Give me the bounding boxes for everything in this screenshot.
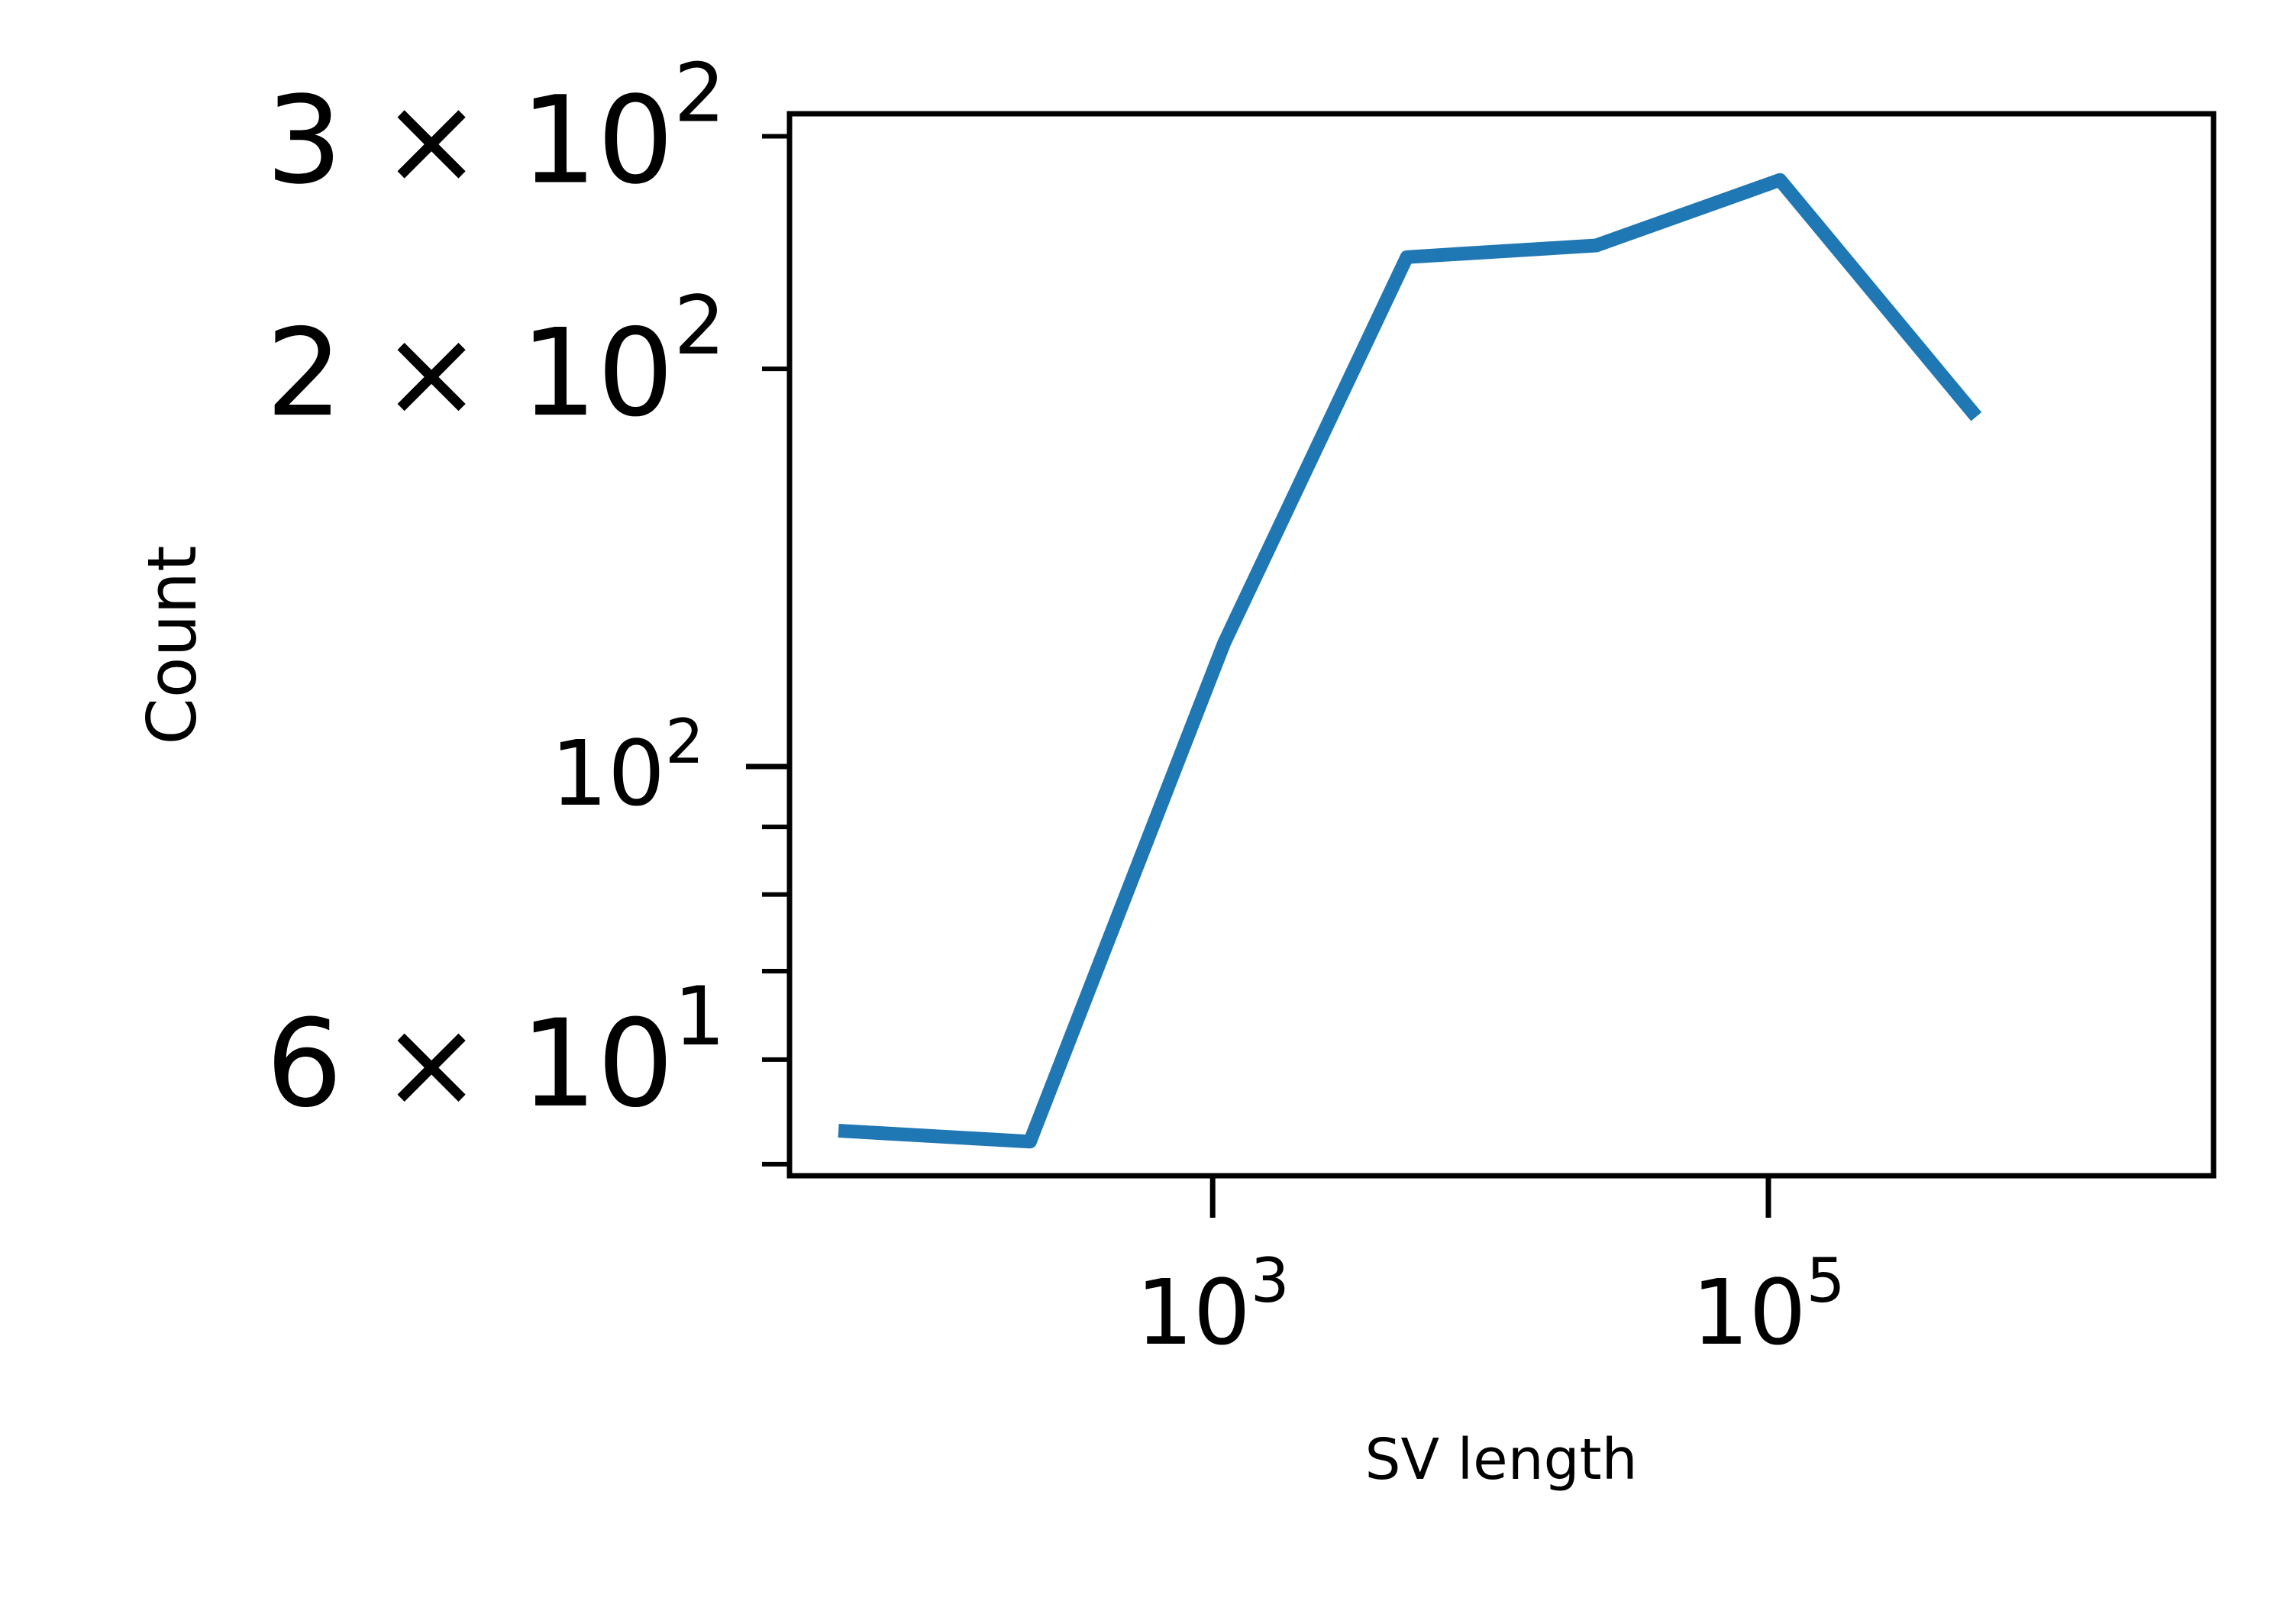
y-axis: 102 6 × 101 2 × 102 3 × 102 [266, 46, 790, 1167]
y-axis-label: Count [133, 545, 212, 744]
x-tick-label-0: 103 [1136, 1245, 1290, 1365]
x-axis: 103 105 [1136, 1176, 1846, 1365]
x-axis-label: SV length [1365, 1427, 1638, 1493]
series-line-0 [838, 173, 1982, 1149]
x-tick-label-1: 105 [1691, 1245, 1845, 1365]
y-major-tick-label-0: 102 [551, 706, 704, 826]
y-minor-tick-label-1: 6 × 101 [266, 970, 725, 1135]
y-minor-tick-label-6: 3 × 102 [266, 46, 725, 211]
plot-frame [786, 111, 2217, 1179]
series-layer [838, 173, 1982, 1149]
y-minor-tick-label-5: 2 × 102 [266, 279, 725, 444]
